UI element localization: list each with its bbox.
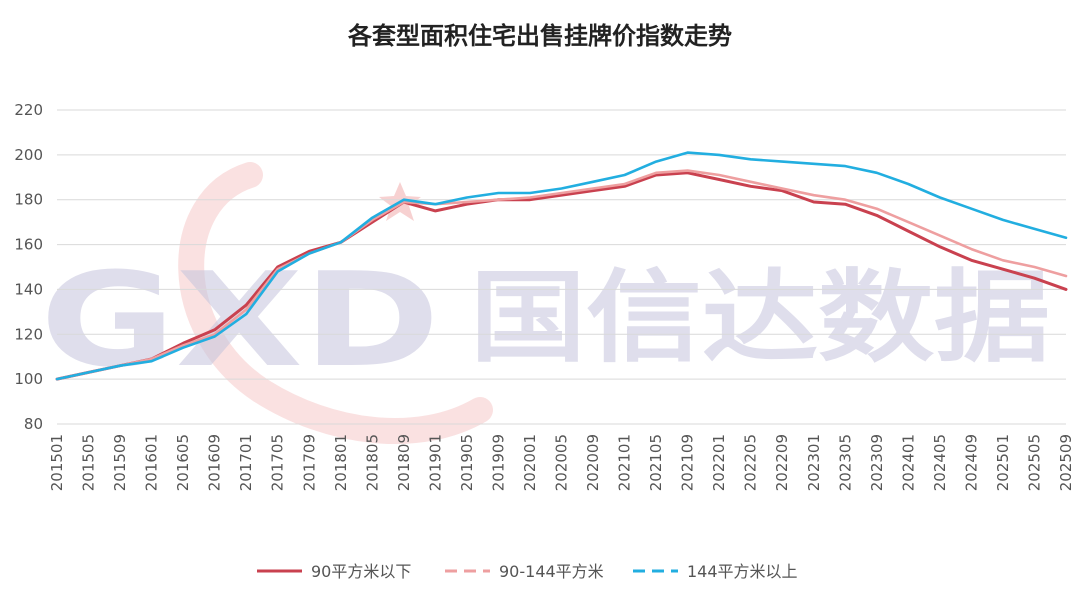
x-tick-label: 202105 xyxy=(647,434,665,491)
x-tick-label: 202001 xyxy=(521,434,539,491)
y-tick-label: 180 xyxy=(14,191,43,209)
x-tick-label: 202409 xyxy=(962,434,980,491)
x-tick-label: 202405 xyxy=(931,434,949,491)
watermark: GXD 国信达数据 xyxy=(40,162,1050,444)
x-tick-label: 202005 xyxy=(553,434,571,491)
x-tick-label: 201709 xyxy=(300,434,318,491)
legend-label-3: 144平方米以上 xyxy=(687,562,798,581)
x-axis: 201501 201505 201509 201601 201605 201609 2017… xyxy=(48,434,1075,491)
series-lines xyxy=(55,151,1068,381)
x-tick-label: 201909 xyxy=(489,434,507,491)
y-tick-label: 100 xyxy=(14,370,43,388)
x-tick-label: 202205 xyxy=(742,434,760,491)
series-line-2 xyxy=(55,169,1068,381)
x-tick-label: 201601 xyxy=(143,434,161,491)
x-tick-label: 201701 xyxy=(237,434,255,491)
grid xyxy=(57,109,1066,425)
x-tick-label: 201501 xyxy=(48,434,66,491)
x-tick-label: 201609 xyxy=(206,434,224,491)
x-tick-label: 202501 xyxy=(994,434,1012,491)
watermark-swoosh xyxy=(178,162,493,444)
x-tick-label: 202509 xyxy=(1057,434,1075,491)
y-tick-label: 120 xyxy=(14,325,43,343)
chart-title: 各套型面积住宅出售挂牌价指数走势 xyxy=(347,22,732,50)
x-tick-label: 201905 xyxy=(458,434,476,491)
x-tick-label: 201801 xyxy=(332,434,350,491)
y-tick-label: 220 xyxy=(14,101,43,119)
series-line-3 xyxy=(55,151,1068,381)
watermark-text: 国信达数据 xyxy=(470,259,1050,376)
y-axis: 80 100 120 140 160 180 200 220 xyxy=(14,101,43,433)
x-tick-label: 202309 xyxy=(868,434,886,491)
x-tick-label: 202209 xyxy=(773,434,791,491)
x-tick-label: 202505 xyxy=(1025,434,1043,491)
x-tick-label: 201509 xyxy=(111,434,129,491)
x-tick-label: 202101 xyxy=(616,434,634,491)
legend-label-2: 90-144平方米 xyxy=(499,562,604,581)
x-tick-label: 202301 xyxy=(805,434,823,491)
legend-label-1: 90平方米以下 xyxy=(311,562,411,581)
x-tick-label: 202009 xyxy=(584,434,602,491)
x-tick-label: 201901 xyxy=(426,434,444,491)
y-tick-label: 140 xyxy=(14,280,43,298)
x-tick-label: 201505 xyxy=(80,434,98,491)
y-tick-label: 200 xyxy=(14,146,43,164)
series-line-1 xyxy=(55,171,1068,381)
x-tick-label: 201705 xyxy=(269,434,287,491)
x-tick-label: 202401 xyxy=(899,434,917,491)
x-tick-label: 201605 xyxy=(174,434,192,491)
x-tick-label: 202305 xyxy=(836,434,854,491)
y-tick-label: 80 xyxy=(24,415,43,433)
legend: 90平方米以下 90-144平方米 144平方米以上 xyxy=(257,562,798,581)
x-tick-label: 202109 xyxy=(679,434,697,491)
x-tick-label: 201809 xyxy=(395,434,413,491)
x-tick-label: 201805 xyxy=(363,434,381,491)
y-tick-label: 160 xyxy=(14,236,43,254)
x-tick-label: 202201 xyxy=(710,434,728,491)
